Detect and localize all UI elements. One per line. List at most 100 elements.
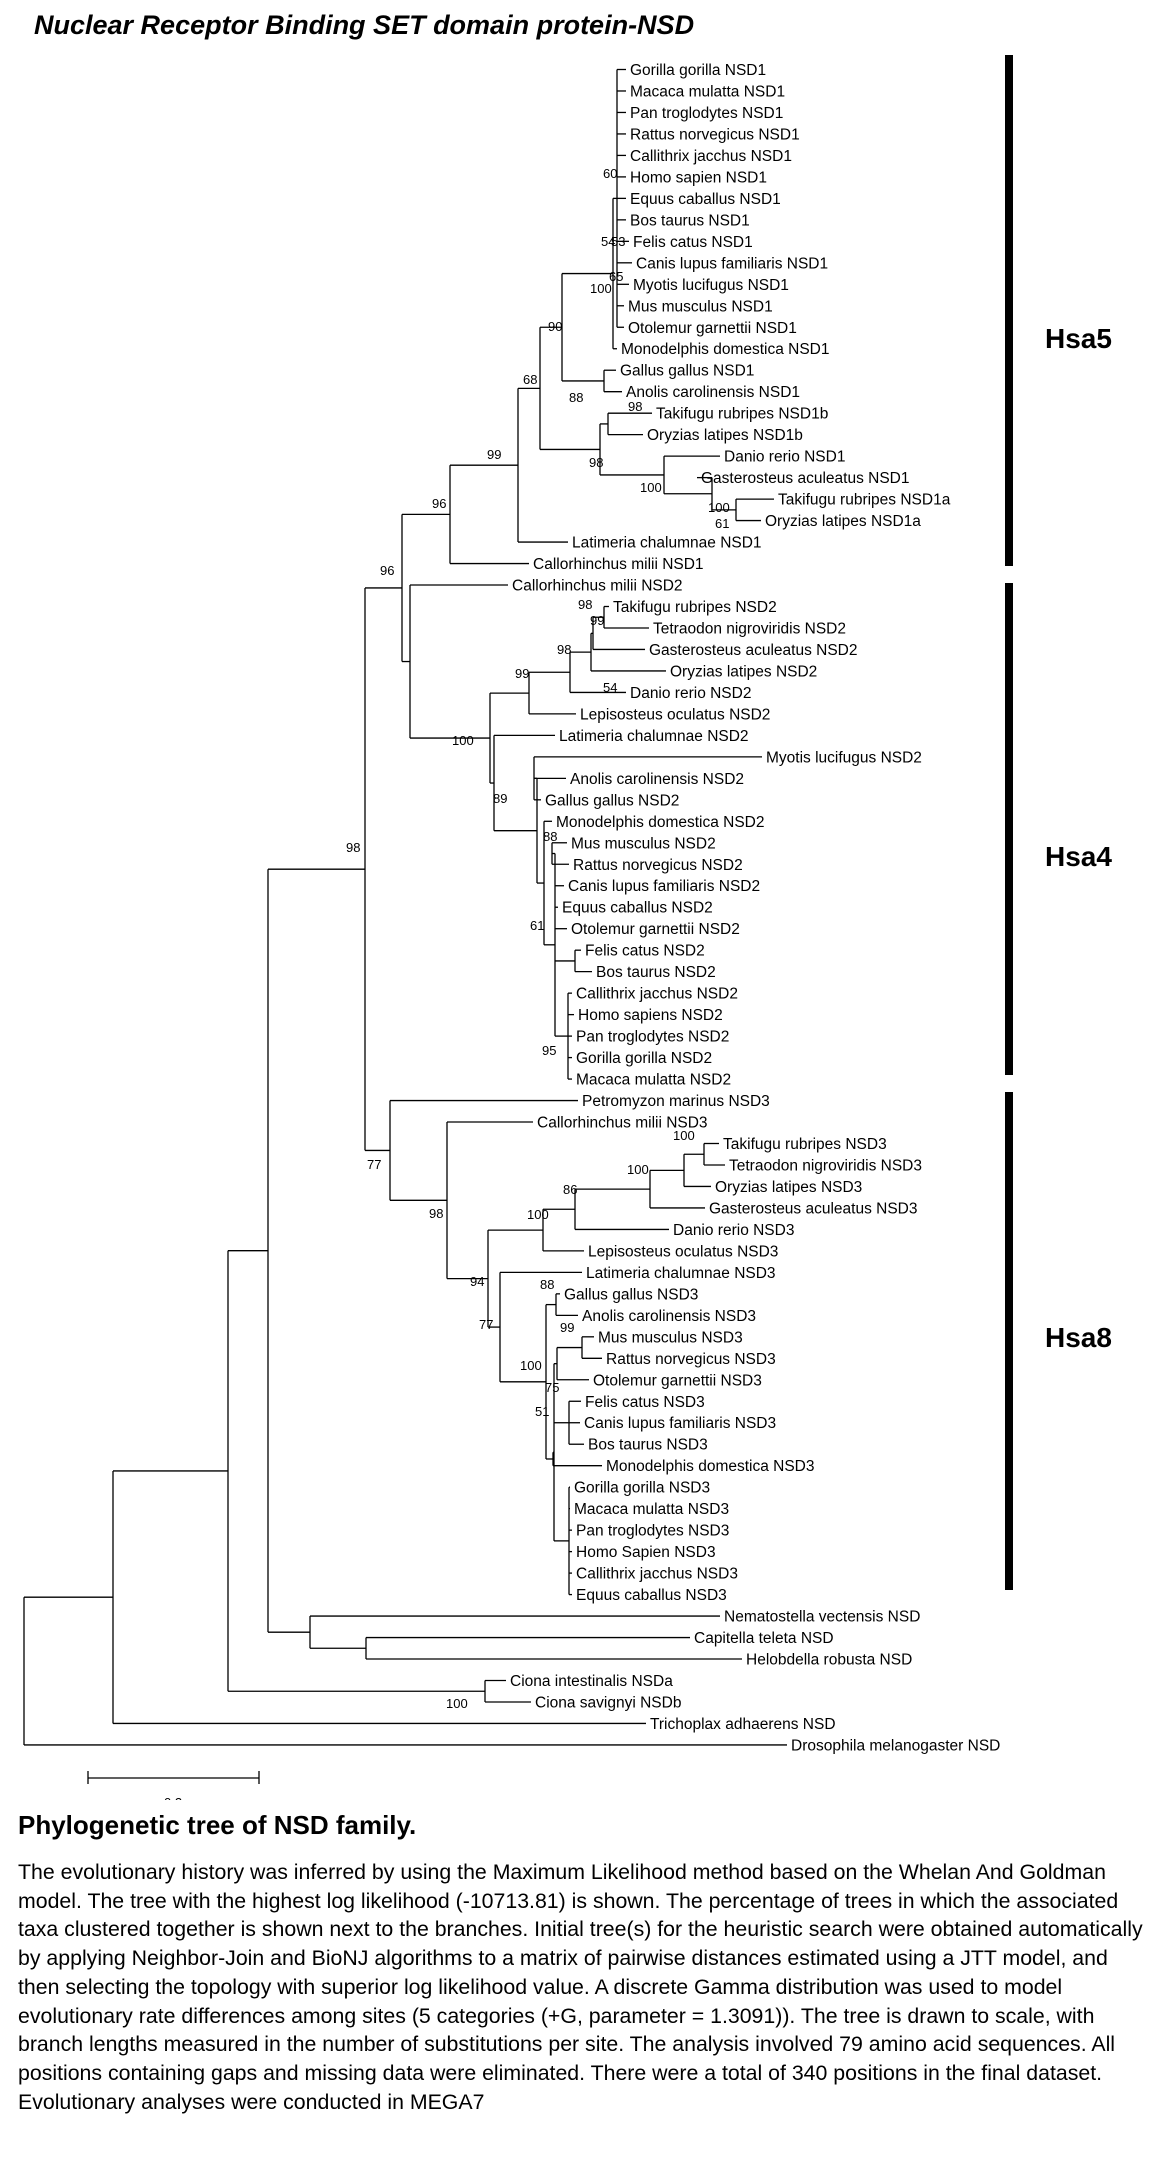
leaf-label: Myotis lucifugus NSD1 (633, 277, 789, 294)
clade-bar (1005, 1092, 1013, 1590)
bootstrap-value: 99 (560, 1320, 574, 1335)
leaf-label: Mus musculus NSD1 (628, 298, 773, 315)
leaf-label: Gasterosteus aculeatus NSD3 (709, 1200, 918, 1217)
scale-bar-label: 0.2 (164, 1795, 182, 1800)
leaf-label: Drosophila melanogaster NSD (791, 1737, 1000, 1754)
bootstrap-value: 75 (545, 1380, 559, 1395)
leaf-label: Otolemur garnettii NSD1 (628, 320, 797, 337)
leaf-label: Helobdella robusta NSD (746, 1652, 912, 1669)
leaf-label: Gasterosteus aculeatus NSD2 (649, 642, 858, 659)
leaf-label: Callorhinchus milii NSD1 (533, 556, 704, 573)
leaf-label: Petromyzon marinus NSD3 (582, 1093, 770, 1110)
leaf-label: Callorhinchus milii NSD2 (512, 578, 683, 595)
bootstrap-value: 100 (446, 1696, 468, 1711)
bootstrap-value: 98 (578, 597, 592, 612)
leaf-label: Homo sapiens NSD2 (578, 1007, 723, 1024)
bootstrap-value: 53 (611, 234, 625, 249)
leaf-label: Mus musculus NSD3 (598, 1329, 743, 1346)
bootstrap-value: 61 (530, 918, 544, 933)
leaf-label: Equus caballus NSD2 (562, 900, 713, 917)
leaf-label: Rattus norvegicus NSD1 (630, 126, 800, 143)
leaf-label: Bos taurus NSD3 (588, 1437, 708, 1454)
bootstrap-value: 94 (470, 1274, 484, 1289)
clade-label: Hsa4 (1045, 841, 1112, 872)
leaf-label: Canis lupus familiaris NSD3 (584, 1415, 776, 1432)
bootstrap-value: 86 (563, 1182, 577, 1197)
leaf-label: Latimeria chalumnae NSD2 (559, 728, 749, 745)
bootstrap-value: 100 (640, 480, 662, 495)
leaf-label: Ciona savignyi NSDb (535, 1694, 681, 1711)
bootstrap-value: 88 (569, 390, 583, 405)
leaf-label: Macaca mulatta NSD2 (576, 1072, 731, 1089)
bootstrap-value: 99 (515, 666, 529, 681)
bootstrap-value: 100 (527, 1207, 549, 1222)
bootstrap-value: 54 (601, 234, 615, 249)
bootstrap-value: 100 (673, 1128, 695, 1143)
bootstrap-value: 96 (432, 496, 446, 511)
bootstrap-value: 98 (557, 642, 571, 657)
leaf-label: Felis catus NSD2 (585, 943, 705, 960)
leaf-label: Otolemur garnettii NSD3 (593, 1372, 762, 1389)
leaf-label: Takifugu rubripes NSD3 (723, 1136, 887, 1153)
leaf-label: Oryzias latipes NSD2 (670, 663, 817, 680)
leaf-label: Anolis carolinensis NSD3 (582, 1308, 756, 1325)
bootstrap-value: 100 (708, 500, 730, 515)
leaf-label: Myotis lucifugus NSD2 (766, 749, 922, 766)
caption-body: The evolutionary history was inferred by… (18, 1860, 1143, 2114)
bootstrap-value: 88 (540, 1277, 554, 1292)
leaf-label: Homo sapien NSD1 (630, 169, 767, 186)
bootstrap-value: 100 (520, 1358, 542, 1373)
leaf-label: Pan troglodytes NSD2 (576, 1029, 729, 1046)
leaf-label: Monodelphis domestica NSD1 (621, 341, 830, 358)
leaf-label: Otolemur garnettii NSD2 (571, 921, 740, 938)
leaf-label: Oryzias latipes NSD1b (647, 427, 803, 444)
bootstrap-value: 95 (542, 1043, 556, 1058)
bootstrap-value: 77 (367, 1157, 381, 1172)
bootstrap-value: 99 (590, 613, 604, 628)
leaf-label: Gorilla gorilla NSD3 (574, 1480, 710, 1497)
bootstrap-value: 51 (535, 1404, 549, 1419)
leaf-label: Felis catus NSD3 (585, 1394, 705, 1411)
leaf-label: Ciona intestinalis NSDa (510, 1673, 673, 1690)
leaf-label: Takifugu rubripes NSD1b (656, 406, 828, 423)
leaf-label: Rattus norvegicus NSD3 (606, 1351, 776, 1368)
leaf-label: Danio rerio NSD2 (630, 685, 751, 702)
leaf-label: Gorilla gorilla NSD2 (576, 1050, 712, 1067)
leaf-label: Takifugu rubripes NSD2 (613, 599, 777, 616)
bootstrap-value: 65 (609, 269, 623, 284)
phylogenetic-tree: Gorilla gorilla NSD1 Macaca mulatta NSD1 P… (23, 55, 1112, 1800)
leaf-label: Lepisosteus oculatus NSD3 (588, 1243, 778, 1260)
leaf-label: Tetraodon nigroviridis NSD3 (729, 1157, 922, 1174)
leaf-label: Danio rerio NSD3 (673, 1222, 794, 1239)
bootstrap-value: 100 (590, 281, 612, 296)
leaf-label: Gallus gallus NSD2 (545, 792, 679, 809)
leaf-label: Equus caballus NSD1 (630, 191, 781, 208)
clade-bar (1005, 583, 1013, 1075)
leaf-label: Rattus norvegicus NSD2 (573, 857, 743, 874)
leaf-label: Capitella teleta NSD (694, 1630, 834, 1647)
leaf-label: Callithrix jacchus NSD2 (576, 986, 738, 1003)
bootstrap-value: 98 (346, 840, 360, 855)
leaf-label: Callithrix jacchus NSD3 (576, 1566, 738, 1583)
caption-title: Phylogenetic tree of NSD family. (18, 1810, 417, 1840)
leaf-label: Callorhinchus milii NSD3 (537, 1115, 708, 1132)
bootstrap-value: 77 (479, 1317, 493, 1332)
leaf-label: Anolis carolinensis NSD1 (626, 384, 800, 401)
bootstrap-value: 96 (380, 563, 394, 578)
leaf-label: Mus musculus NSD2 (571, 835, 716, 852)
leaf-label: Monodelphis domestica NSD3 (606, 1458, 815, 1475)
leaf-label: Gallus gallus NSD1 (620, 363, 754, 380)
leaf-label: Pan troglodytes NSD1 (630, 105, 783, 122)
bootstrap-value: 98 (589, 455, 603, 470)
bootstrap-value: 100 (627, 1162, 649, 1177)
leaf-label: Canis lupus familiaris NSD2 (568, 878, 760, 895)
leaf-label: Latimeria chalumnae NSD3 (586, 1265, 776, 1282)
bootstrap-value: 98 (628, 399, 642, 414)
leaf-label: Latimeria chalumnae NSD1 (572, 535, 762, 552)
leaf-label: Anolis carolinensis NSD2 (570, 771, 744, 788)
leaf-label: Danio rerio NSD1 (724, 449, 845, 466)
clade-label: Hsa5 (1045, 323, 1112, 354)
bootstrap-value: 89 (493, 791, 507, 806)
clade-label: Hsa8 (1045, 1322, 1112, 1353)
leaf-label: Oryzias latipes NSD1a (765, 513, 921, 530)
